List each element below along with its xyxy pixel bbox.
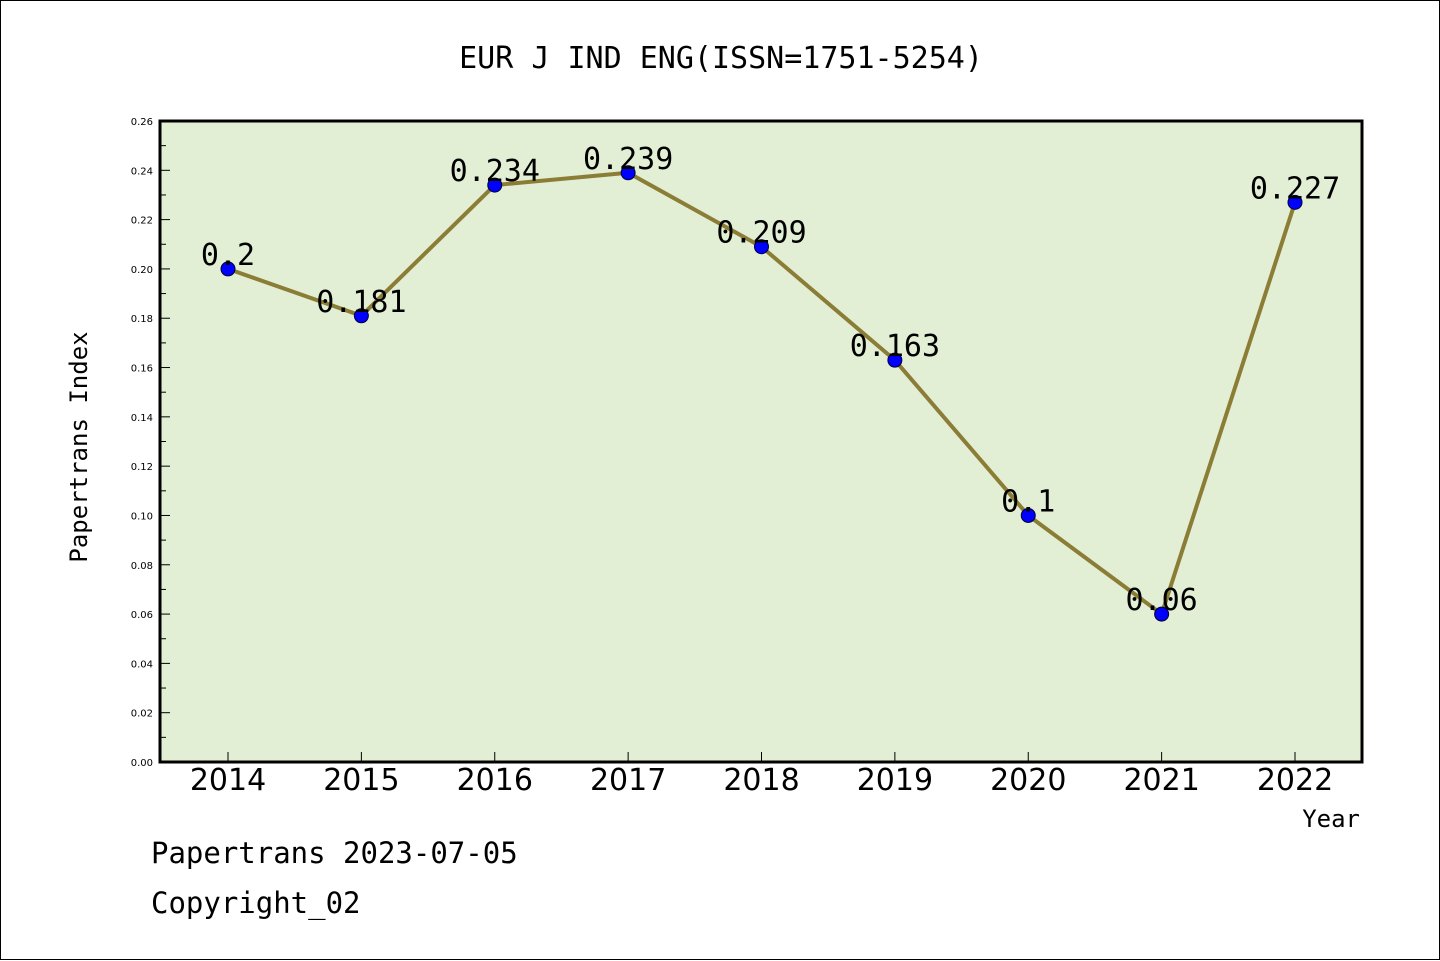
series — [220, 165, 1303, 622]
data-label: 0.227 — [1250, 171, 1340, 206]
data-point — [353, 308, 369, 324]
y-axis: 0.00 0.02 0.04 0.06 0.08 0.10 0.12 0.14 0.16 0.18… — [131, 117, 170, 769]
y-tick-label: 0.16 — [131, 364, 153, 375]
data-point — [220, 261, 236, 277]
y-tick-label: 0.22 — [131, 216, 153, 227]
y-tick-label: 0.02 — [131, 709, 153, 720]
y-tick-label: 0.10 — [131, 511, 153, 522]
data-label: 0.209 — [716, 216, 806, 251]
footer-copyright-text: Copyright_02 — [151, 886, 361, 920]
y-tick-label: 0.20 — [131, 265, 153, 276]
y-tick-label: 0.00 — [131, 758, 153, 769]
x-tick-label: 2020 — [990, 763, 1066, 798]
data-point — [754, 239, 769, 255]
chart-title: EUR J IND ENG(ISSN=1751-5254) — [459, 41, 983, 76]
x-tick-label: 2019 — [857, 763, 933, 798]
data-label: 0.181 — [316, 285, 406, 320]
data-label: 0.239 — [583, 142, 673, 177]
y-tick-label: 0.04 — [131, 659, 153, 670]
data-label: 0.1 — [1001, 484, 1055, 519]
y-tick-label: 0.14 — [131, 413, 153, 424]
data-label: 0.163 — [850, 329, 940, 364]
y-tick-label: 0.24 — [131, 166, 153, 177]
data-point — [1154, 606, 1170, 622]
x-tick-label: 2015 — [323, 763, 399, 798]
y-tick-label: 0.06 — [131, 610, 153, 621]
data-label: 0.234 — [450, 154, 540, 189]
x-tick-label: 2017 — [590, 763, 666, 798]
data-point — [487, 177, 503, 193]
x-tick-label: 2022 — [1257, 763, 1333, 798]
footer-date-text: Papertrans 2023-07-05 — [151, 836, 518, 870]
y-tick-label: 0.08 — [131, 561, 153, 572]
y-tick-label: 0.12 — [131, 462, 153, 473]
y-tick-label: 0.26 — [131, 117, 153, 128]
x-tick-label: 2014 — [190, 763, 266, 798]
x-tick-label: 2021 — [1123, 763, 1199, 798]
data-point — [1020, 507, 1036, 523]
data-point — [620, 165, 636, 181]
data-label: 0.2 — [201, 238, 255, 273]
x-axis: 2014 2015 2016 2017 2018 2019 2020 2021 2022 — [190, 752, 1333, 798]
plot-area — [158, 119, 1364, 764]
x-tick-label: 2016 — [457, 763, 533, 798]
x-tick-label: 2018 — [723, 763, 799, 798]
y-tick-label: 0.18 — [131, 314, 153, 325]
data-point — [1287, 194, 1303, 210]
x-axis-label: Year — [1302, 805, 1360, 833]
y-axis-label: Papertrans Index — [65, 331, 93, 562]
data-label: 0.06 — [1126, 583, 1198, 618]
data-point — [887, 352, 903, 368]
data-labels: 0.2 0.181 0.234 0.239 0.209 0.163 0.1 0.06 0.227 — [201, 142, 1340, 618]
